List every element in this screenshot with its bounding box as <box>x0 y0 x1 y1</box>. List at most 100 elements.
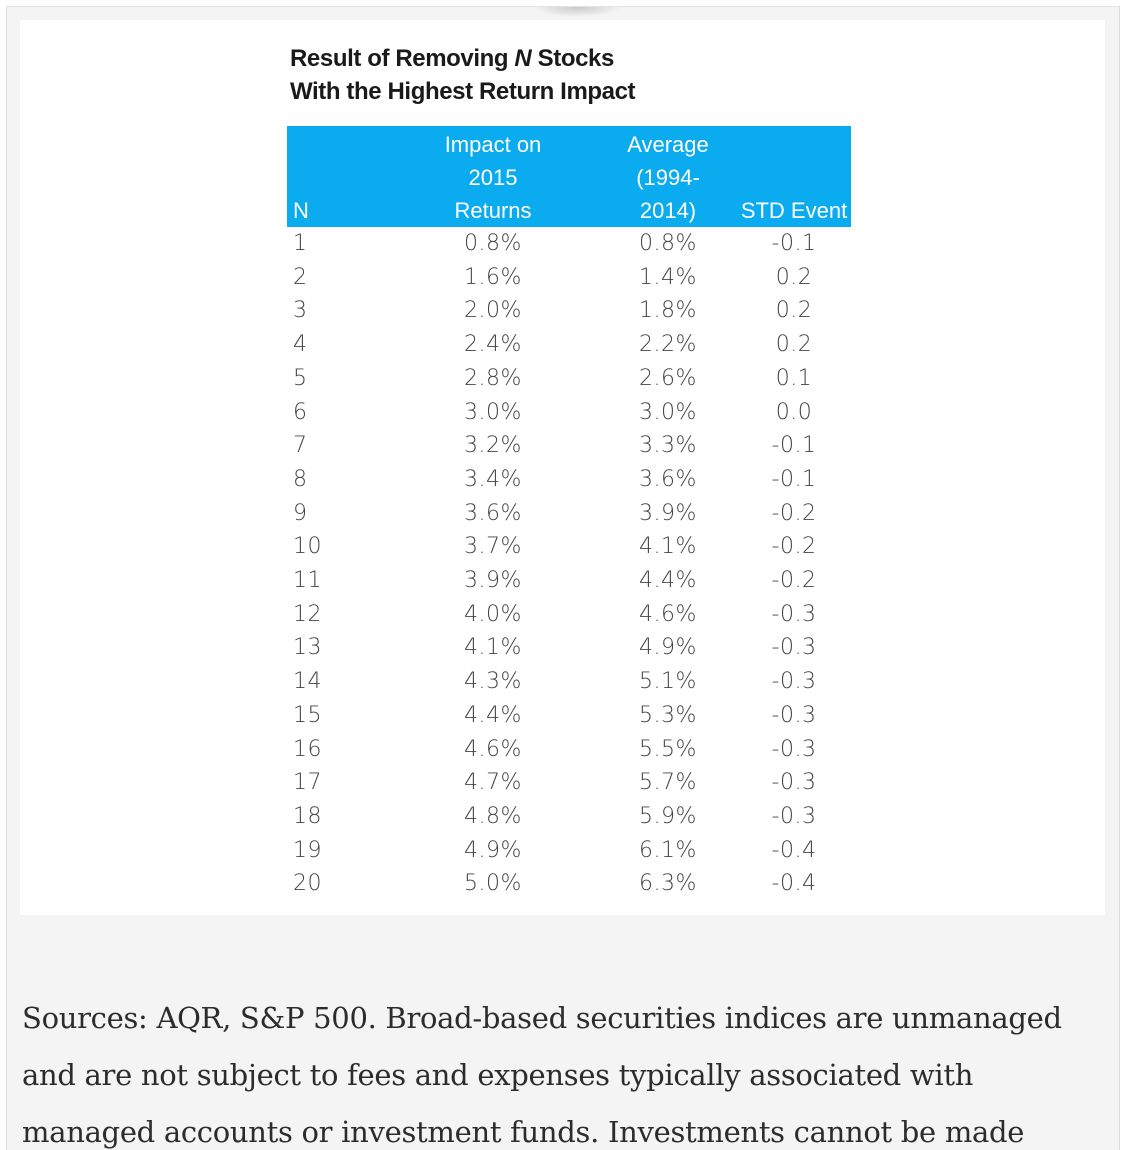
table-row: 20 5.0% 6.3% -0.4 <box>287 867 851 901</box>
cell-std-event: 0.2 <box>775 332 813 358</box>
cell-n: 9 <box>293 500 308 526</box>
figure-card <box>20 20 1105 915</box>
cell-average-1994-2014: 3.3% <box>639 433 697 459</box>
cell-impact-2015: 2.8% <box>464 365 522 391</box>
table-row: 10 3.7% 4.1% -0.2 <box>287 530 851 564</box>
cell-std-event: 0.1 <box>775 365 813 391</box>
cell-average-1994-2014: 3.9% <box>639 500 697 526</box>
cell-n: 8 <box>293 466 308 492</box>
caption-line-3: managed accounts or investment funds. In… <box>22 1115 1025 1149</box>
cell-impact-2015: 4.3% <box>464 669 522 695</box>
cell-impact-2015: 4.8% <box>464 803 522 829</box>
table-row: 17 4.7% 5.7% -0.3 <box>287 766 851 800</box>
cell-average-1994-2014: 5.5% <box>639 736 697 762</box>
cell-average-1994-2014: 6.1% <box>639 837 697 863</box>
cell-impact-2015: 4.7% <box>464 770 522 796</box>
cell-n: 20 <box>293 871 322 897</box>
cell-average-1994-2014: 0.8% <box>639 231 697 256</box>
caption-line-1: Sources: AQR, S&P 500. Broad-based secur… <box>22 1001 1062 1035</box>
table-row: 15 4.4% 5.3% -0.3 <box>287 699 851 733</box>
cell-n: 7 <box>293 433 308 459</box>
table-row: 12 4.0% 4.6% -0.3 <box>287 598 851 632</box>
table-row: 5 2.8% 2.6% 0.1 <box>287 362 851 396</box>
cell-n: 3 <box>293 298 308 324</box>
cell-std-event: -0.4 <box>771 837 817 863</box>
cell-average-1994-2014: 4.1% <box>639 534 697 560</box>
cell-std-event: -0.3 <box>771 601 817 627</box>
cell-std-event: -0.3 <box>771 669 817 695</box>
cell-std-event: -0.2 <box>771 568 817 594</box>
table-row: 9 3.6% 3.9% -0.2 <box>287 497 851 531</box>
cell-average-1994-2014: 6.3% <box>639 871 697 897</box>
cell-n: 15 <box>293 702 322 728</box>
cell-impact-2015: 3.2% <box>464 433 522 459</box>
cell-impact-2015: 0.8% <box>464 231 522 256</box>
cell-std-event: -0.2 <box>771 500 817 526</box>
cell-average-1994-2014: 4.6% <box>639 601 697 627</box>
cell-average-1994-2014: 4.9% <box>639 635 697 661</box>
cell-n: 2 <box>293 264 308 290</box>
table-row: 7 3.2% 3.3% -0.1 <box>287 429 851 463</box>
cell-std-event: -0.3 <box>771 635 817 661</box>
cell-average-1994-2014: 2.2% <box>639 332 697 358</box>
cell-std-event: -0.1 <box>771 231 817 256</box>
cell-n: 5 <box>293 365 308 391</box>
cell-average-1994-2014: 1.4% <box>639 264 697 290</box>
cell-average-1994-2014: 5.3% <box>639 702 697 728</box>
cell-std-event: -0.3 <box>771 702 817 728</box>
cell-average-1994-2014: 5.7% <box>639 770 697 796</box>
column-header-std-event: STD Event <box>740 198 848 223</box>
cell-impact-2015: 3.4% <box>464 466 522 492</box>
cell-impact-2015: 4.0% <box>464 601 522 627</box>
cell-average-1994-2014: 1.8% <box>639 298 697 324</box>
cell-n: 17 <box>293 770 322 796</box>
table-row: 14 4.3% 5.1% -0.3 <box>287 665 851 699</box>
cell-impact-2015: 4.9% <box>464 837 522 863</box>
cell-std-event: -0.3 <box>771 803 817 829</box>
table-row: 11 3.9% 4.4% -0.2 <box>287 564 851 598</box>
cell-std-event: -0.2 <box>771 534 817 560</box>
cell-std-event: 0.2 <box>775 298 813 324</box>
table-row: 8 3.4% 3.6% -0.1 <box>287 463 851 497</box>
cell-n: 10 <box>293 534 322 560</box>
cell-average-1994-2014: 5.1% <box>639 669 697 695</box>
cell-impact-2015: 2.4% <box>464 332 522 358</box>
table-row: 3 2.0% 1.8% 0.2 <box>287 294 851 328</box>
cell-n: 4 <box>293 332 308 358</box>
cell-n: 14 <box>293 669 322 695</box>
column-header-n: N <box>293 198 309 223</box>
cell-std-event: -0.1 <box>771 433 817 459</box>
cell-std-event: -0.1 <box>771 466 817 492</box>
cell-average-1994-2014: 3.0% <box>639 399 697 425</box>
cell-impact-2015: 3.9% <box>464 568 522 594</box>
cell-impact-2015: 3.7% <box>464 534 522 560</box>
cell-std-event: 0.0 <box>775 399 813 425</box>
table-row: 1 0.8% 0.8% -0.1 <box>287 227 851 261</box>
table-title-line-1: Result of Removing N Stocks <box>290 45 614 72</box>
table-header-row: N Impact on 2015 Returns Average (1994- 2014… <box>287 126 851 227</box>
cell-n: 12 <box>293 601 322 627</box>
cell-std-event: -0.3 <box>771 770 817 796</box>
cell-impact-2015: 4.1% <box>464 635 522 661</box>
cell-n: 18 <box>293 803 322 829</box>
cell-std-event: -0.3 <box>771 736 817 762</box>
table-row: 18 4.8% 5.9% -0.3 <box>287 800 851 834</box>
cell-impact-2015: 3.6% <box>464 500 522 526</box>
table-row: 4 2.4% 2.2% 0.2 <box>287 328 851 362</box>
cell-impact-2015: 4.6% <box>464 736 522 762</box>
cell-n: 19 <box>293 837 322 863</box>
column-header-impact: Impact on 2015 Returns <box>444 132 542 223</box>
caption-line-2: and are not subject to fees and expenses… <box>22 1058 974 1092</box>
returns-table: N Impact on 2015 Returns Average (1994- 2014… <box>287 126 851 901</box>
table-title: Result of Removing N Stocks With the Hig… <box>290 42 850 108</box>
cell-average-1994-2014: 5.9% <box>639 803 697 829</box>
cell-average-1994-2014: 2.6% <box>639 365 697 391</box>
table-row: 2 1.6% 1.4% 0.2 <box>287 261 851 295</box>
cell-n: 11 <box>293 568 322 594</box>
cell-average-1994-2014: 4.4% <box>639 568 697 594</box>
cell-impact-2015: 2.0% <box>464 298 522 324</box>
table-title-line-2: With the Highest Return Impact <box>290 78 636 105</box>
table-row: 6 3.0% 3.0% 0.0 <box>287 396 851 430</box>
table-row: 13 4.1% 4.9% -0.3 <box>287 631 851 665</box>
